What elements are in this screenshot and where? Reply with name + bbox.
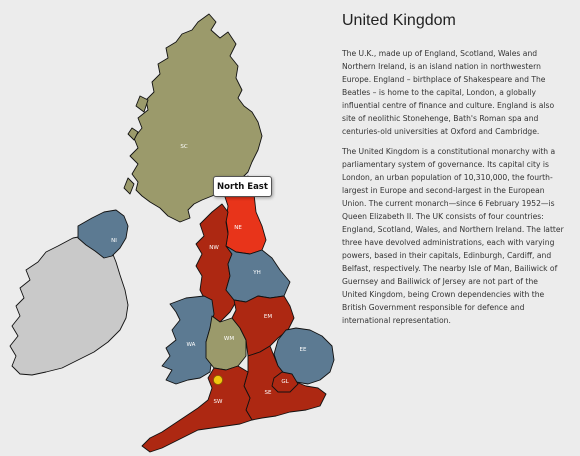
label-SC: SC [180, 144, 187, 150]
page-title: United Kingdom [342, 12, 456, 29]
region-tooltip: North East [213, 176, 272, 197]
label-YH: YH [252, 270, 261, 276]
region-wales[interactable] [161, 295, 215, 385]
label-NE: NE [234, 225, 242, 231]
scottish-island [127, 127, 139, 141]
label-GL: GL [281, 379, 289, 385]
description-paragraph: The United Kingdom is a constitutional m… [342, 147, 564, 325]
label-WA: WA [187, 342, 196, 348]
region-south-west[interactable] [141, 365, 253, 453]
region-east-of-england[interactable] [273, 327, 335, 385]
region-east-midlands[interactable] [231, 295, 295, 357]
scottish-island [123, 177, 135, 195]
scottish-island [135, 95, 149, 113]
location-marker[interactable] [213, 375, 223, 385]
map-ireland [9, 235, 129, 376]
uk-map: SC NI NE NW YH EM WM WA EE GL SE SW [9, 13, 335, 453]
label-SW: SW [214, 399, 223, 405]
info-panel: United Kingdom The U.K., made up of Engl… [342, 12, 564, 334]
label-SE: SE [265, 390, 272, 396]
region-northern-ireland[interactable] [77, 209, 129, 259]
label-EE: EE [300, 347, 307, 353]
label-WM: WM [224, 336, 234, 342]
label-NI: NI [111, 238, 117, 244]
region-scotland[interactable] [129, 13, 263, 223]
region-greater-london[interactable] [271, 371, 299, 393]
label-NW: NW [209, 245, 219, 251]
label-EM: EM [264, 314, 272, 320]
description-paragraph: The U.K., made up of England, Scotland, … [342, 49, 555, 136]
